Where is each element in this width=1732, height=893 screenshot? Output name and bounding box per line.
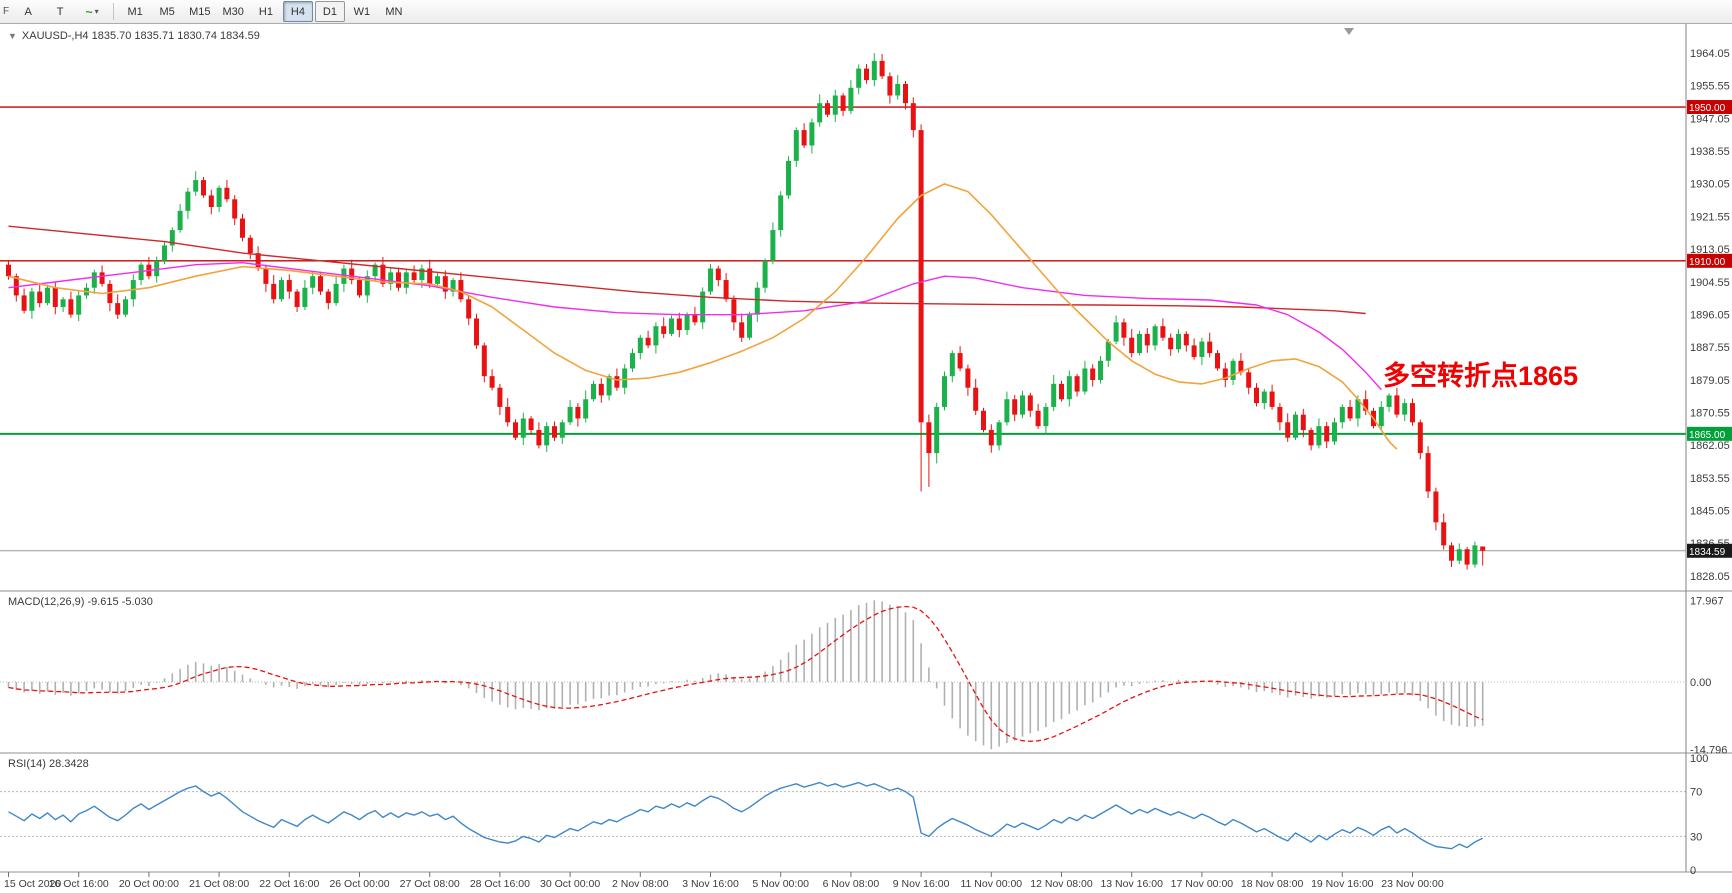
- time-tick-label: 16 Oct 16:00: [49, 878, 109, 890]
- level-price-label-plate: [1687, 253, 1732, 268]
- chevron-down-icon: ▾: [94, 7, 99, 16]
- collapse-arrow-icon[interactable]: ▼: [8, 31, 17, 41]
- ma-slow-red: [8, 225, 1366, 315]
- rsi-tick-label: 100: [1690, 753, 1708, 765]
- ma-medium-magenta: [8, 262, 1382, 391]
- level-price-label-text: 1865.00: [1689, 430, 1726, 441]
- timeframe-button-w1[interactable]: W1: [353, 5, 371, 18]
- time-tick-label: 23 Nov 00:00: [1381, 878, 1444, 890]
- time-tick-label: 27 Oct 08:00: [400, 878, 460, 890]
- time-tick-label: 5 Nov 00:00: [752, 878, 809, 890]
- timeframe-button-d1[interactable]: D1: [314, 1, 345, 22]
- time-tick-label: 19 Nov 16:00: [1311, 878, 1374, 890]
- time-tick-label: 9 Nov 16:00: [893, 878, 950, 890]
- text-tool-button[interactable]: A: [24, 5, 32, 18]
- level-price-label-plate: [1687, 100, 1732, 115]
- price-tick-label: 1862.05: [1690, 440, 1730, 452]
- time-tick-label: 22 Oct 16:00: [259, 878, 319, 890]
- price-axis[interactable]: 1964.05 1955.55 1947.05 1938.55 1930.05 1921.…: [1690, 48, 1730, 877]
- timeframe-button-m30[interactable]: M30: [222, 5, 244, 18]
- current-price-label-plate: [1687, 543, 1732, 558]
- rsi-tick-label: 70: [1690, 787, 1702, 799]
- macd-signal-line: [8, 605, 1483, 742]
- text-label-tool-button[interactable]: T: [56, 5, 64, 18]
- toolbar-separator: [113, 3, 115, 20]
- timeframe-button-h1[interactable]: H1: [258, 5, 273, 18]
- rsi-tick-label: 0: [1690, 865, 1696, 877]
- timeframe-button-m1[interactable]: M1: [127, 5, 143, 18]
- time-tick-label: 20 Oct 00:00: [119, 878, 179, 890]
- time-tick-label: 17 Nov 00:00: [1171, 878, 1234, 890]
- price-tick-label: 1904.55: [1690, 277, 1730, 289]
- chart-title: ▼ XAUUSD-,H4 1835.70 1835.71 1830.74 1834…: [8, 30, 260, 42]
- toolbar: F A T ~ ▾ M1 M5 M15 M30 H1 H4 D1 W1 MN: [0, 0, 1732, 24]
- current-price-label-text: 1834.59: [1689, 547, 1726, 558]
- rsi-indicator-title: RSI(14) 28.3428: [8, 758, 89, 770]
- time-tick-label: 15 Oct 2020: [4, 878, 61, 890]
- price-tick-label: 1896.05: [1690, 309, 1730, 321]
- timeframe-button-h4[interactable]: H4: [282, 1, 313, 22]
- price-tick-label: 1938.55: [1690, 146, 1730, 158]
- macd-indicator-title: MACD(12,26,9) -9.615 -5.030: [8, 596, 153, 608]
- price-tick-label: 1887.55: [1690, 342, 1730, 354]
- toolbar-edge-label: F: [3, 6, 10, 17]
- price-tick-label: 1947.05: [1690, 113, 1730, 125]
- macd-tick-label: -14.796: [1690, 744, 1727, 756]
- price-tick-label: 1879.05: [1690, 375, 1730, 387]
- level-price-label-plate: [1687, 426, 1732, 441]
- chart-shift-marker-icon[interactable]: [1344, 28, 1354, 35]
- time-tick-label: 3 Nov 16:00: [682, 878, 739, 890]
- macd-tick-label: 17.967: [1690, 595, 1724, 607]
- time-tick-label: 2 Nov 08:00: [612, 878, 669, 890]
- price-tick-label: 1853.55: [1690, 473, 1730, 485]
- time-tick-label: 28 Oct 16:00: [470, 878, 530, 890]
- shapes-icon: ~: [85, 4, 93, 19]
- time-tick-label: 21 Oct 08:00: [189, 878, 249, 890]
- price-tick-label: 1921.55: [1690, 211, 1730, 223]
- time-tick-label: 30 Oct 00:00: [540, 878, 600, 890]
- time-tick-label: 26 Oct 00:00: [329, 878, 389, 890]
- price-tick-label: 1845.05: [1690, 506, 1730, 518]
- time-tick-label: 11 Nov 00:00: [960, 878, 1022, 890]
- annotation-text[interactable]: 多空转折点1865: [1383, 361, 1579, 391]
- price-tick-label: 1964.05: [1690, 48, 1730, 60]
- time-tick-label: 18 Nov 08:00: [1241, 878, 1304, 890]
- time-tick-label: 6 Nov 08:00: [823, 878, 880, 890]
- macd-tick-label: 0.00: [1690, 677, 1711, 689]
- macd-histogram: [7, 600, 1484, 750]
- timeframe-button-m5[interactable]: M5: [159, 5, 175, 18]
- price-tick-label: 1913.05: [1690, 244, 1730, 256]
- rsi-line: [8, 781, 1483, 850]
- ma-fast-orange: [8, 183, 1398, 450]
- price-tick-label: 1955.55: [1690, 81, 1730, 93]
- time-tick-label: 13 Nov 16:00: [1100, 878, 1163, 890]
- level-price-label-text: 1910.00: [1689, 257, 1726, 268]
- price-tick-label: 1930.05: [1690, 179, 1730, 191]
- timeframe-toolbar: M1 M5 M15 M30 H1 H4 D1 W1 MN: [119, 1, 410, 22]
- level-price-label-text: 1950.00: [1689, 103, 1726, 114]
- symbol-ohlc-text: XAUUSD-,H4 1835.70 1835.71 1830.74 1834.…: [21, 30, 260, 42]
- shapes-dropdown-button[interactable]: ~ ▾: [77, 1, 107, 22]
- candlesticks: [6, 53, 1486, 570]
- rsi-tick-label: 30: [1690, 831, 1702, 843]
- time-tick-label: 12 Nov 08:00: [1030, 878, 1093, 890]
- price-tick-label: 1870.55: [1690, 408, 1730, 420]
- timeframe-button-m15[interactable]: M15: [189, 5, 211, 18]
- timeframe-button-mn[interactable]: MN: [385, 5, 403, 18]
- price-tick-label: 1828.05: [1690, 571, 1730, 583]
